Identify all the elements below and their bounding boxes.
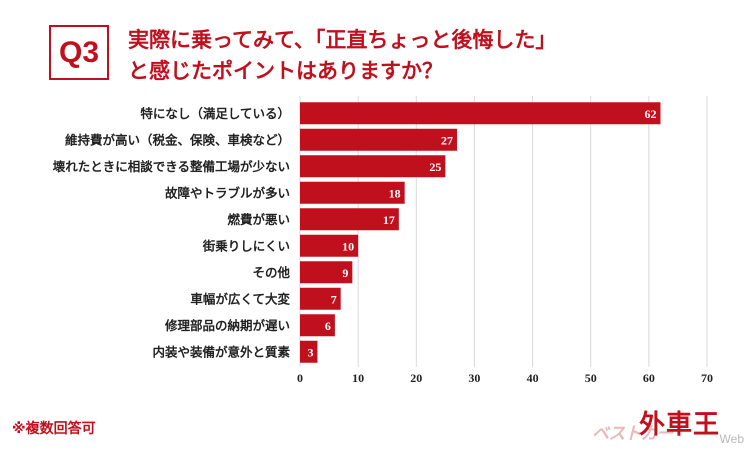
brand-logo: ベストカー 外車王 Web — [590, 404, 746, 446]
category-label: 燃費が悪い — [227, 212, 290, 227]
x-tick-label: 60 — [643, 371, 655, 385]
x-tick-label: 20 — [410, 371, 422, 385]
x-tick-label: 70 — [701, 371, 713, 385]
question-badge: Q3 — [49, 25, 109, 80]
data-label: 18 — [389, 186, 401, 200]
category-label: 修理部品の納期が遅い — [164, 318, 290, 333]
data-label: 25 — [429, 160, 441, 174]
x-tick-label: 50 — [585, 371, 597, 385]
category-label: 維持費が高い（税金、保険、車検など） — [65, 132, 290, 147]
bar — [300, 314, 335, 337]
category-label: 壊れたときに相談できる整備工場が少ない — [53, 159, 290, 174]
x-tick-label: 10 — [352, 371, 364, 385]
data-label: 9 — [342, 266, 348, 280]
chart-title-line-1: 実際に乗ってみて、「正直ちょっと後悔した」 — [128, 28, 557, 52]
bar — [300, 287, 341, 310]
bar — [300, 181, 405, 204]
data-label: 6 — [325, 319, 331, 333]
category-label: その他 — [252, 265, 290, 280]
logo-web: Web — [719, 432, 744, 446]
data-label: 3 — [307, 345, 313, 359]
category-label: 車幅が広くて大変 — [190, 291, 290, 306]
bar — [300, 208, 399, 231]
data-label: 62 — [644, 107, 656, 121]
x-tick-label: 30 — [468, 371, 480, 385]
data-label: 27 — [441, 133, 453, 147]
logo-subtext: ベストカー — [592, 424, 673, 444]
bar — [300, 128, 457, 151]
category-label: 内装や装備が意外と質素 — [152, 344, 290, 359]
data-label: 7 — [331, 292, 337, 306]
logo-brand: 外車王 — [638, 410, 720, 440]
x-tick-label: 40 — [527, 371, 539, 385]
bar — [300, 261, 353, 284]
bar — [300, 102, 661, 125]
data-label: 17 — [383, 213, 395, 227]
bar-chart: 0 10 20 30 40 50 60 70 特になし（満足している） 62 維持費が高い（税金、保… — [53, 96, 713, 385]
data-label: 10 — [342, 239, 354, 253]
category-label: 故障やトラブルが多い — [165, 185, 290, 200]
category-label: 街乗りしにくい — [202, 238, 290, 253]
chart-title: 実際に乗ってみて、「正直ちょっと後悔した」 と感じたポイントはありますか？ — [128, 25, 728, 87]
x-tick-label: 0 — [297, 371, 303, 385]
bar — [300, 340, 318, 363]
bar — [300, 234, 359, 257]
chart-title-line-2: と感じたポイントはありますか？ — [128, 59, 443, 83]
category-label: 特になし（満足している） — [140, 106, 290, 121]
footnote: ※複数回答可 — [12, 421, 96, 437]
bar — [300, 155, 446, 178]
